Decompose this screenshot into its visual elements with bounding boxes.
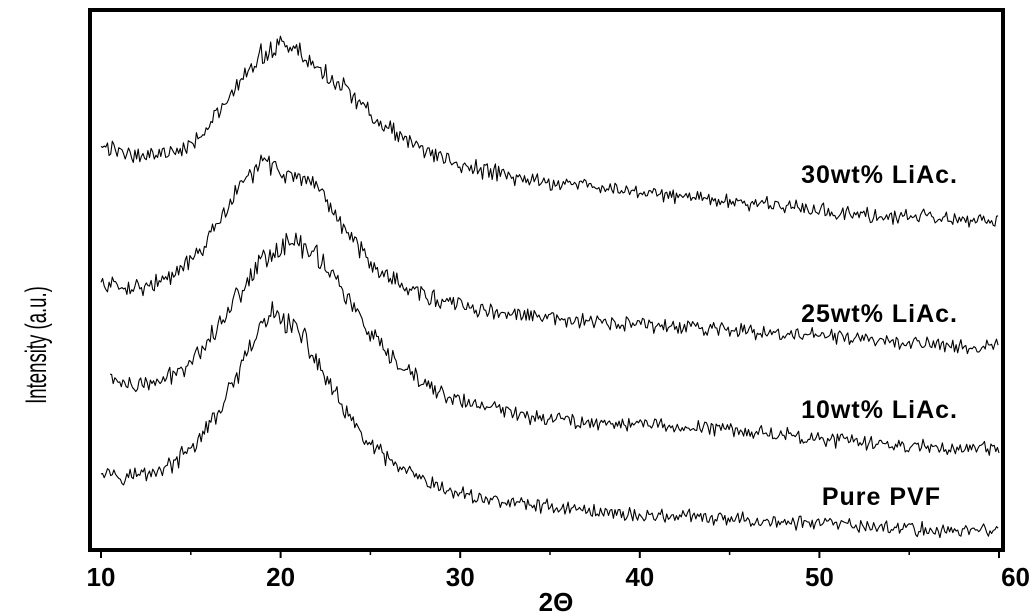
series-label: 25wt% LiAc. — [801, 300, 958, 328]
x-tick-label: 10 — [87, 562, 116, 592]
x-tick-label: 50 — [805, 562, 834, 592]
y-axis-title: Intensity (a.u.) — [20, 286, 54, 404]
series-line — [100, 35, 999, 228]
series-label: 10wt% LiAc. — [801, 396, 958, 424]
x-axis-title: 2Θ — [539, 587, 574, 616]
series-line — [109, 232, 1000, 456]
plot-frame — [88, 8, 1005, 552]
series-label: Pure PVF — [822, 483, 941, 511]
x-tick-label: 20 — [266, 562, 295, 592]
x-tick-label: 40 — [625, 562, 654, 592]
series-line — [100, 154, 999, 355]
series-traces — [100, 35, 1000, 539]
series-label: 30wt% LiAc. — [801, 161, 958, 189]
series-labels: Pure PVF 10wt% LiAc. 25wt% LiAc. 30wt% LiAc… — [801, 161, 958, 511]
x-axis-ticks: 10 20 30 40 50 60 — [87, 550, 1030, 592]
series-line — [100, 301, 999, 539]
x-tick-label: 60 — [1001, 562, 1030, 592]
x-tick-label: 30 — [446, 562, 475, 592]
